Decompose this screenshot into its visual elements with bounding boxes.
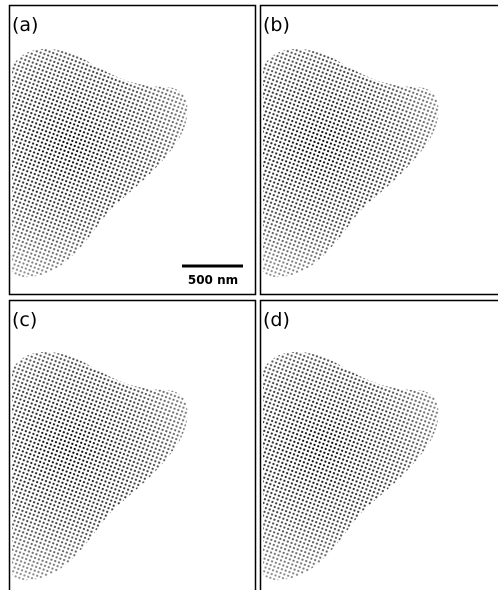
panel-label: (a) xyxy=(12,14,38,36)
panel: (b) xyxy=(261,6,498,295)
figure: (a) 500 nm (b) (c) (d) xyxy=(0,0,498,590)
panel-label: (d) xyxy=(263,309,290,331)
panel: (d) xyxy=(261,301,498,590)
panel: (a) 500 nm xyxy=(10,6,256,295)
scale-label: 500 nm xyxy=(188,273,238,287)
panel-label: (c) xyxy=(12,309,37,331)
panel-label: (b) xyxy=(263,14,290,36)
panel: (c) xyxy=(10,301,256,590)
